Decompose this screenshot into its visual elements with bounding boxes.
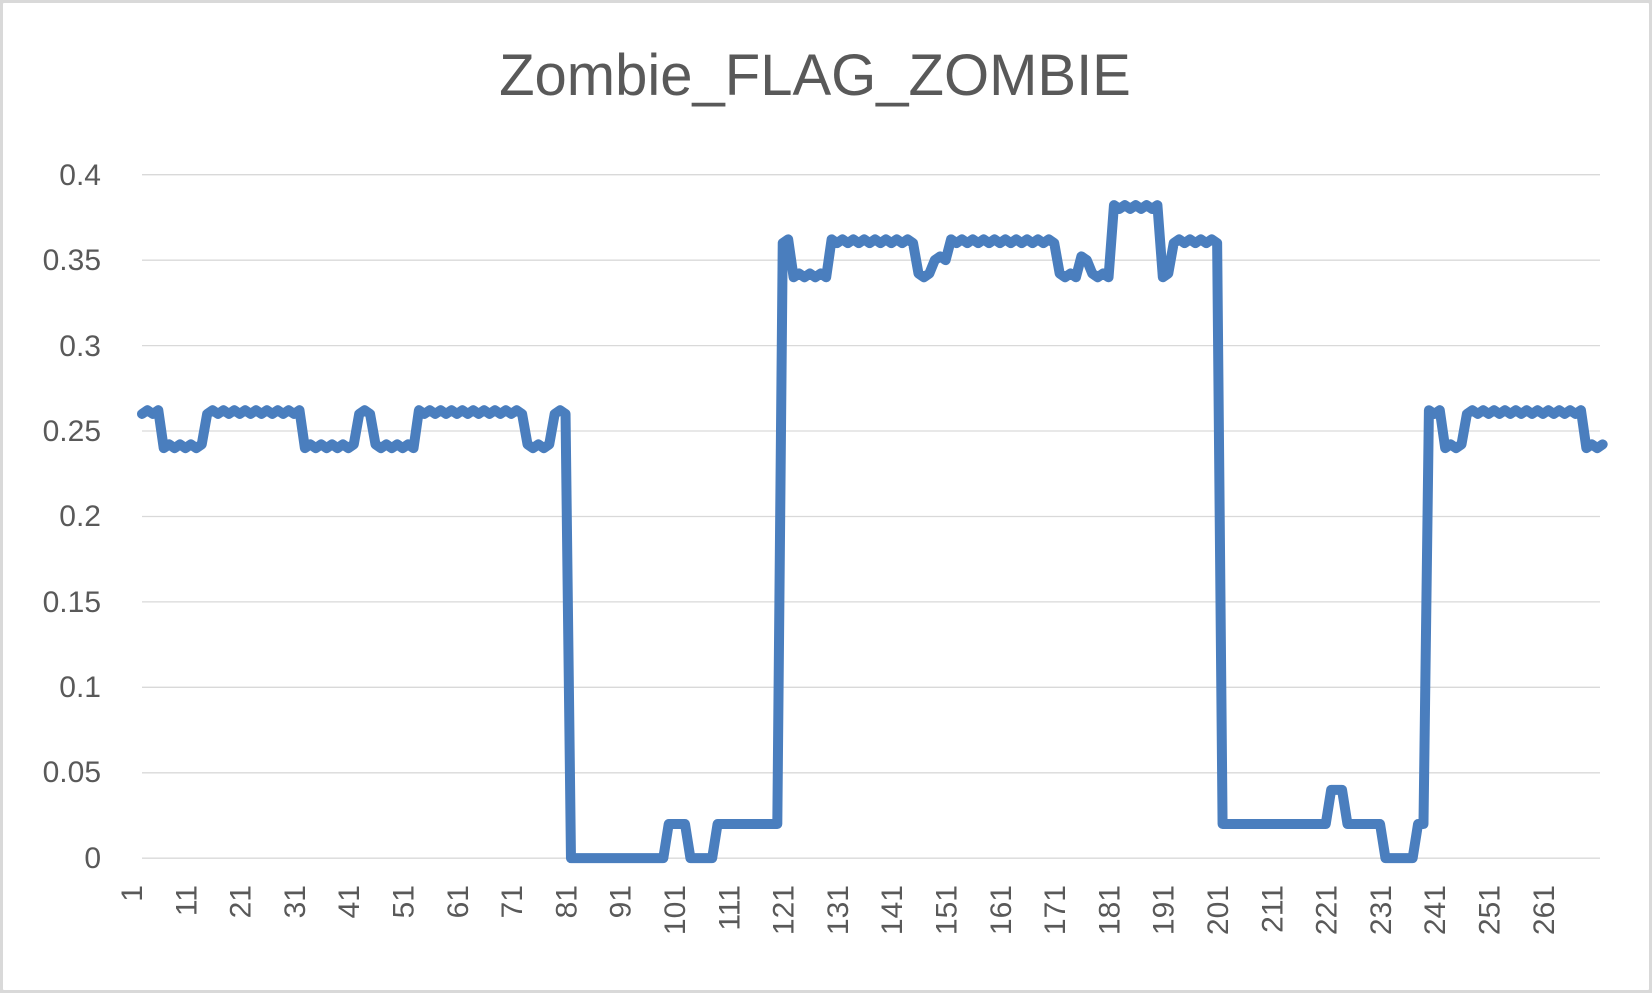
- svg-text:0.25: 0.25: [43, 415, 101, 448]
- svg-text:41: 41: [333, 885, 366, 918]
- svg-text:0.15: 0.15: [43, 586, 101, 619]
- svg-text:201: 201: [1202, 885, 1235, 935]
- svg-text:1: 1: [116, 885, 149, 902]
- svg-text:161: 161: [985, 885, 1018, 935]
- svg-text:61: 61: [442, 885, 475, 918]
- svg-text:11: 11: [170, 885, 203, 916]
- svg-text:141: 141: [876, 885, 909, 935]
- svg-text:21: 21: [225, 885, 258, 918]
- svg-text:231: 231: [1365, 885, 1398, 935]
- svg-text:241: 241: [1419, 885, 1452, 935]
- svg-text:0.35: 0.35: [43, 244, 101, 277]
- svg-text:0.2: 0.2: [59, 500, 101, 533]
- svg-text:0.1: 0.1: [59, 671, 101, 704]
- svg-text:0.3: 0.3: [59, 330, 101, 363]
- svg-text:0.4: 0.4: [59, 159, 101, 192]
- svg-text:191: 191: [1148, 885, 1181, 935]
- svg-text:81: 81: [550, 885, 583, 918]
- svg-text:71: 71: [496, 885, 529, 918]
- svg-text:151: 151: [931, 885, 964, 935]
- svg-text:181: 181: [1093, 885, 1126, 935]
- svg-text:0.05: 0.05: [43, 756, 101, 789]
- svg-text:261: 261: [1528, 885, 1561, 935]
- svg-text:121: 121: [768, 885, 801, 935]
- svg-text:51: 51: [388, 885, 421, 918]
- svg-text:171: 171: [1039, 885, 1072, 935]
- svg-text:31: 31: [279, 885, 312, 918]
- svg-text:251: 251: [1474, 885, 1507, 935]
- svg-text:221: 221: [1311, 885, 1344, 935]
- svg-text:0: 0: [84, 842, 101, 875]
- svg-text:101: 101: [659, 885, 692, 935]
- svg-text:131: 131: [822, 885, 855, 935]
- svg-text:211: 211: [1256, 885, 1289, 933]
- svg-text:111: 111: [713, 885, 746, 931]
- svg-text:91: 91: [605, 885, 638, 918]
